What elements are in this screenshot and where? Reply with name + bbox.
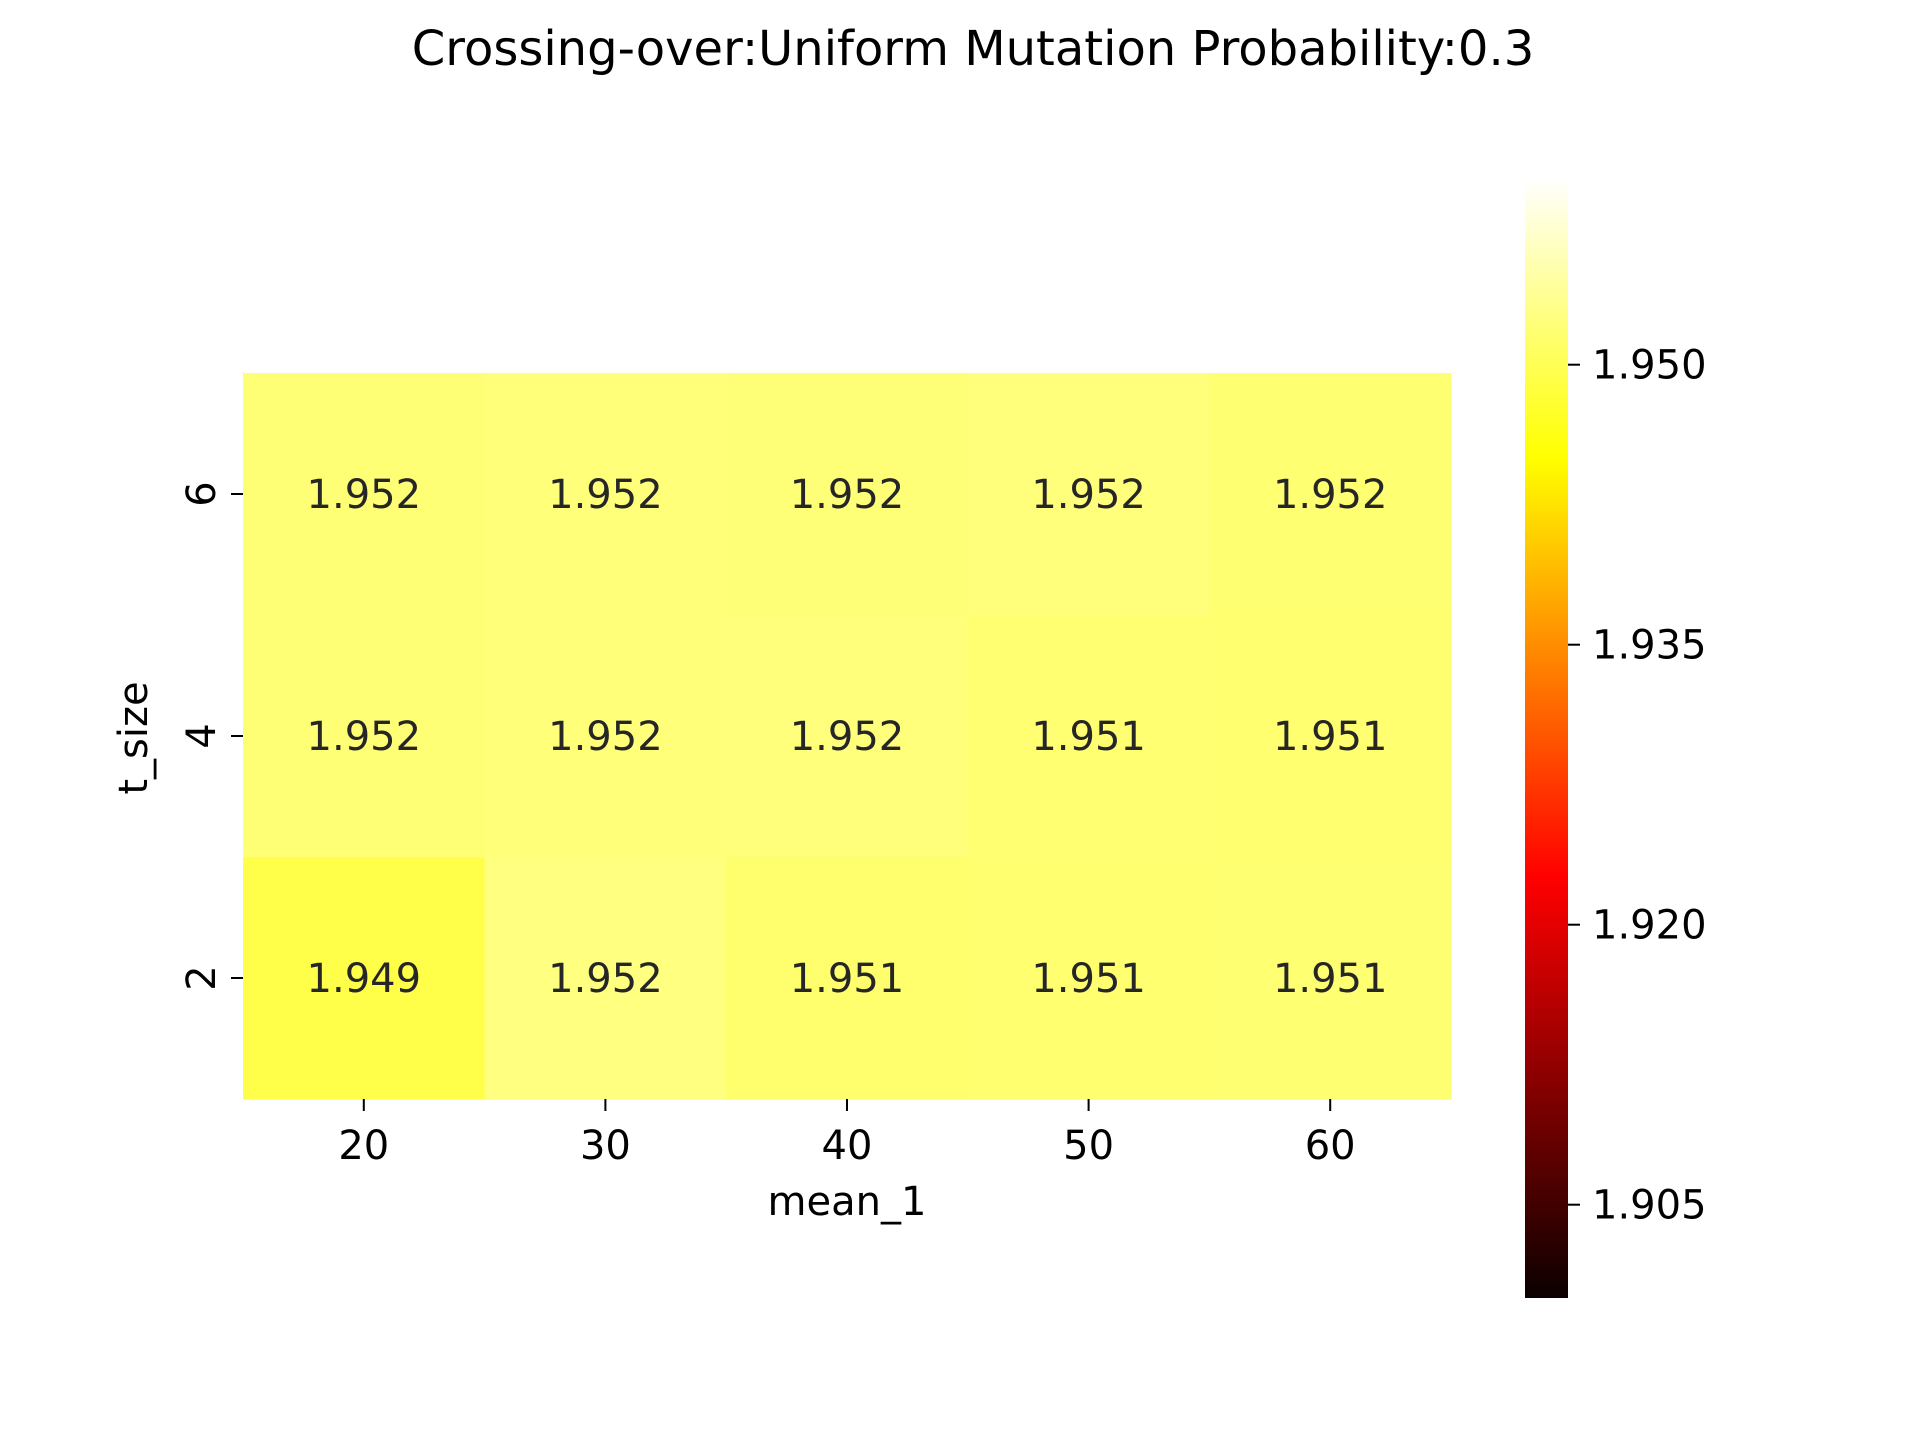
cell-value-label: 1.952 [548, 472, 663, 518]
colorbar-tick-label: 1.935 [1592, 623, 1707, 669]
heatmap-cell [484, 857, 727, 1100]
heatmap-cell [967, 857, 1210, 1100]
heatmap-cells [243, 373, 1452, 1100]
cell-value-label: 1.952 [307, 472, 422, 518]
cell-value-label: 1.951 [1273, 714, 1388, 760]
heatmap-cell [1209, 373, 1452, 616]
colorbar-tick-label: 1.920 [1592, 903, 1707, 949]
colorbar-ticks: 1.905 1.920 1.935 1.950 [1568, 343, 1707, 1229]
y-tick-label: 6 [179, 481, 225, 506]
y-axis-label: t_size [111, 681, 157, 794]
cell-value-label: 1.951 [1031, 956, 1146, 1002]
x-tick-label: 50 [1063, 1123, 1114, 1169]
heatmap-cell [243, 373, 486, 616]
colorbar: 1.905 1.920 1.935 1.950 [1525, 178, 1707, 1298]
heatmap-cell [726, 857, 969, 1100]
heatmap-cell-labels: 1.952 1.952 1.952 1.952 1.952 1.952 1.952 1.952… [307, 472, 1388, 1002]
y-tick-label: 2 [179, 965, 225, 990]
heatmap-cell [243, 615, 486, 858]
cell-value-label: 1.949 [307, 956, 422, 1002]
y-axis: 6 4 2 [179, 481, 243, 991]
cell-value-label: 1.952 [1273, 472, 1388, 518]
cell-value-label: 1.952 [548, 714, 663, 760]
heatmap-cell [726, 373, 969, 616]
colorbar-gradient [1525, 178, 1568, 1298]
heatmap-cell [484, 615, 727, 858]
colorbar-tick-label: 1.905 [1592, 1183, 1707, 1229]
cell-value-label: 1.951 [1031, 714, 1146, 760]
x-tick-label: 20 [338, 1123, 389, 1169]
cell-value-label: 1.951 [790, 956, 905, 1002]
cell-value-label: 1.952 [548, 956, 663, 1002]
x-axis-label: mean_1 [768, 1179, 927, 1225]
cell-value-label: 1.952 [307, 714, 422, 760]
heatmap-cell [967, 615, 1210, 858]
heatmap-cell [1209, 857, 1452, 1100]
heatmap-cell [484, 373, 727, 616]
cell-value-label: 1.952 [790, 714, 905, 760]
heatmap-cell [967, 373, 1210, 616]
x-tick-label: 30 [580, 1123, 631, 1169]
chart-title: Crossing-over:Uniform Mutation Probabili… [412, 21, 1534, 77]
x-axis: 20 30 40 50 60 [338, 1099, 1356, 1169]
cell-value-label: 1.952 [1031, 472, 1146, 518]
heatmap-cell [726, 615, 969, 858]
cell-value-label: 1.951 [1273, 956, 1388, 1002]
colorbar-tick-label: 1.950 [1592, 343, 1707, 389]
cell-value-label: 1.952 [790, 472, 905, 518]
x-tick-label: 40 [822, 1123, 873, 1169]
heatmap-cell [243, 857, 486, 1100]
y-tick-label: 4 [179, 723, 225, 748]
heatmap-cell [1209, 615, 1452, 858]
x-tick-label: 60 [1305, 1123, 1356, 1169]
